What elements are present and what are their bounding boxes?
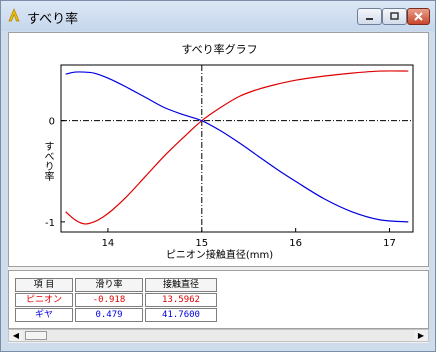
close-icon [414, 12, 423, 21]
scroll-right-button[interactable]: ▶ [414, 330, 428, 341]
x-tick-label: 14 [102, 238, 115, 249]
window-title: すべり率 [27, 12, 79, 27]
header-item: 項 目 [15, 278, 73, 292]
result-table: 項 目 滑り率 接触直径 ピニオン -0.918 13.5962 ギヤ 0.47… [8, 270, 429, 329]
chart-title: すべり率グラフ [181, 43, 258, 56]
y-axis-label: すべり率 [42, 141, 53, 181]
series-line-gear [65, 71, 409, 223]
y-tick-label: 0 [49, 117, 55, 128]
chart-panel: すべり率グラフ すべり率 ピニオン接触直径(mm) 14 15 16 17 0 -1 [8, 32, 429, 267]
row-gear-diameter: 41.7600 [145, 308, 217, 322]
close-button[interactable] [407, 8, 430, 25]
arrow-right-icon: ▶ [417, 331, 425, 340]
row-pinion-slip: -0.918 [75, 293, 143, 307]
maximize-icon [390, 12, 399, 20]
minimize-icon [366, 18, 373, 20]
scroll-thumb[interactable] [25, 331, 47, 340]
row-pinion-label: ピニオン [15, 293, 73, 307]
series-line-pinion [65, 70, 409, 225]
row-gear-label: ギヤ [15, 308, 73, 322]
app-icon [8, 8, 20, 22]
row-gear-slip: 0.479 [75, 308, 143, 322]
scroll-left-button[interactable]: ◀ [9, 330, 23, 341]
x-tick-label: 16 [289, 238, 302, 249]
chart-svg: 14 15 16 17 0 -1 [45, 64, 414, 249]
horizontal-scrollbar[interactable]: ◀ ▶ [8, 329, 429, 342]
y-tick-label: -1 [45, 218, 55, 229]
maximize-button[interactable] [382, 8, 407, 25]
row-pinion-diameter: 13.5962 [145, 293, 217, 307]
header-slip-rate: 滑り率 [75, 278, 143, 292]
arrow-left-icon: ◀ [12, 331, 20, 340]
client-area: すべり率グラフ すべり率 ピニオン接触直径(mm) 14 15 16 17 0 -1 項 … [8, 32, 429, 343]
x-axis-label: ピニオン接触直径(mm) [165, 250, 274, 261]
title-bar[interactable]: すべり率 [1, 1, 435, 31]
plot-area [60, 64, 414, 233]
x-tick-label: 17 [383, 238, 396, 249]
header-contact-diameter: 接触直径 [145, 278, 217, 292]
minimize-button[interactable] [357, 8, 382, 25]
x-tick-label: 15 [195, 238, 208, 249]
